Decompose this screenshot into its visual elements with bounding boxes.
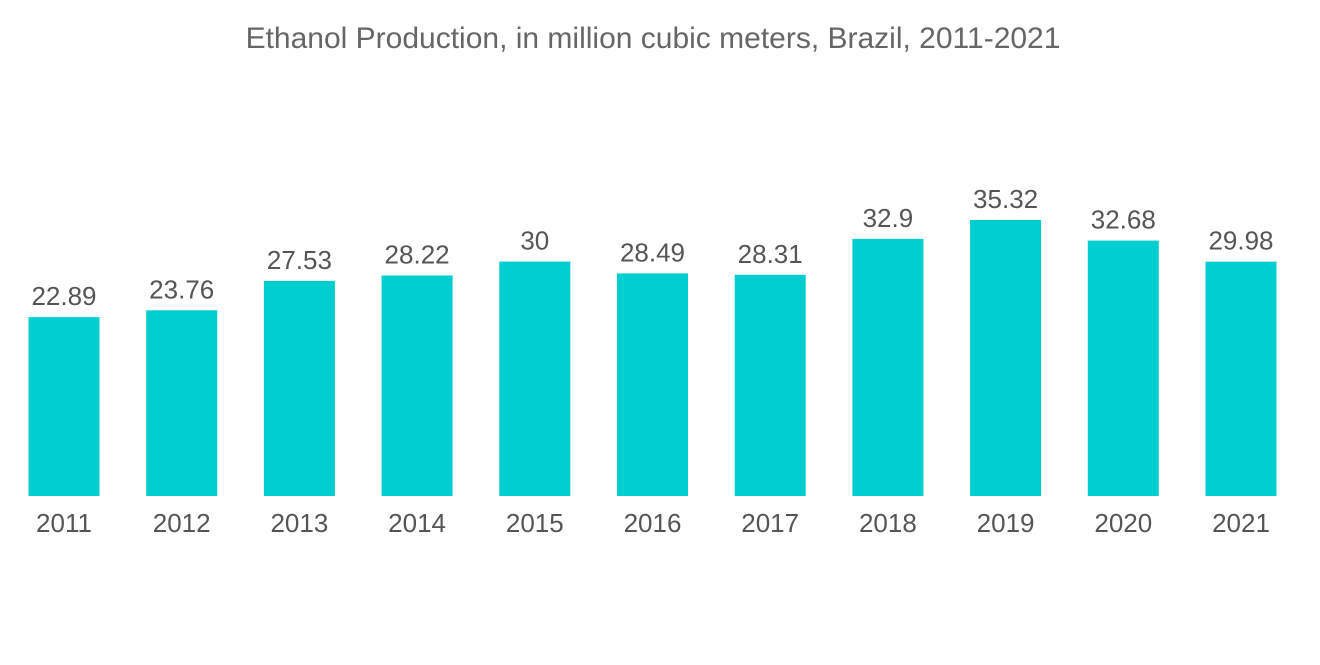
bar-2018	[852, 238, 924, 496]
bar-2013	[263, 280, 335, 496]
value-label-2012: 23.76	[149, 274, 214, 304]
x-tick-label-2011: 2011	[36, 508, 92, 538]
x-tick-label-2017: 2017	[741, 508, 799, 538]
value-label-2020: 32.68	[1091, 205, 1156, 235]
x-tick-label-2018: 2018	[859, 508, 917, 538]
x-tick-label-2014: 2014	[388, 508, 446, 538]
bar-2014	[381, 275, 453, 496]
bar-2019	[970, 220, 1042, 496]
chart-title: Ethanol Production, in million cubic met…	[245, 22, 1061, 55]
bar-2016	[617, 273, 688, 496]
x-tick-label-2013: 2013	[270, 508, 328, 538]
value-label-2017: 28.31	[738, 239, 803, 269]
bar-2012	[146, 310, 218, 496]
value-label-2014: 28.22	[385, 240, 450, 270]
value-label-2016: 28.49	[620, 237, 685, 267]
value-label-2013: 27.53	[267, 245, 332, 275]
x-tick-label-2016: 2016	[624, 508, 682, 538]
x-tick-label-2021: 2021	[1212, 508, 1270, 538]
bar-2015	[499, 261, 571, 496]
x-tick-label-2020: 2020	[1094, 508, 1152, 538]
value-label-2019: 35.32	[973, 184, 1038, 214]
x-tick-label-2015: 2015	[506, 508, 564, 538]
value-label-2018: 32.9	[863, 203, 914, 233]
bar-2011	[28, 317, 100, 496]
value-label-2011: 22.89	[31, 281, 96, 311]
value-label-2015: 30	[520, 226, 549, 256]
bar-2021	[1205, 261, 1277, 496]
x-tick-label-2019: 2019	[977, 508, 1035, 538]
bar-2020	[1087, 240, 1159, 496]
bar-2017	[734, 274, 806, 496]
value-label-2021: 29.98	[1208, 226, 1273, 256]
x-tick-label-2012: 2012	[153, 508, 211, 538]
